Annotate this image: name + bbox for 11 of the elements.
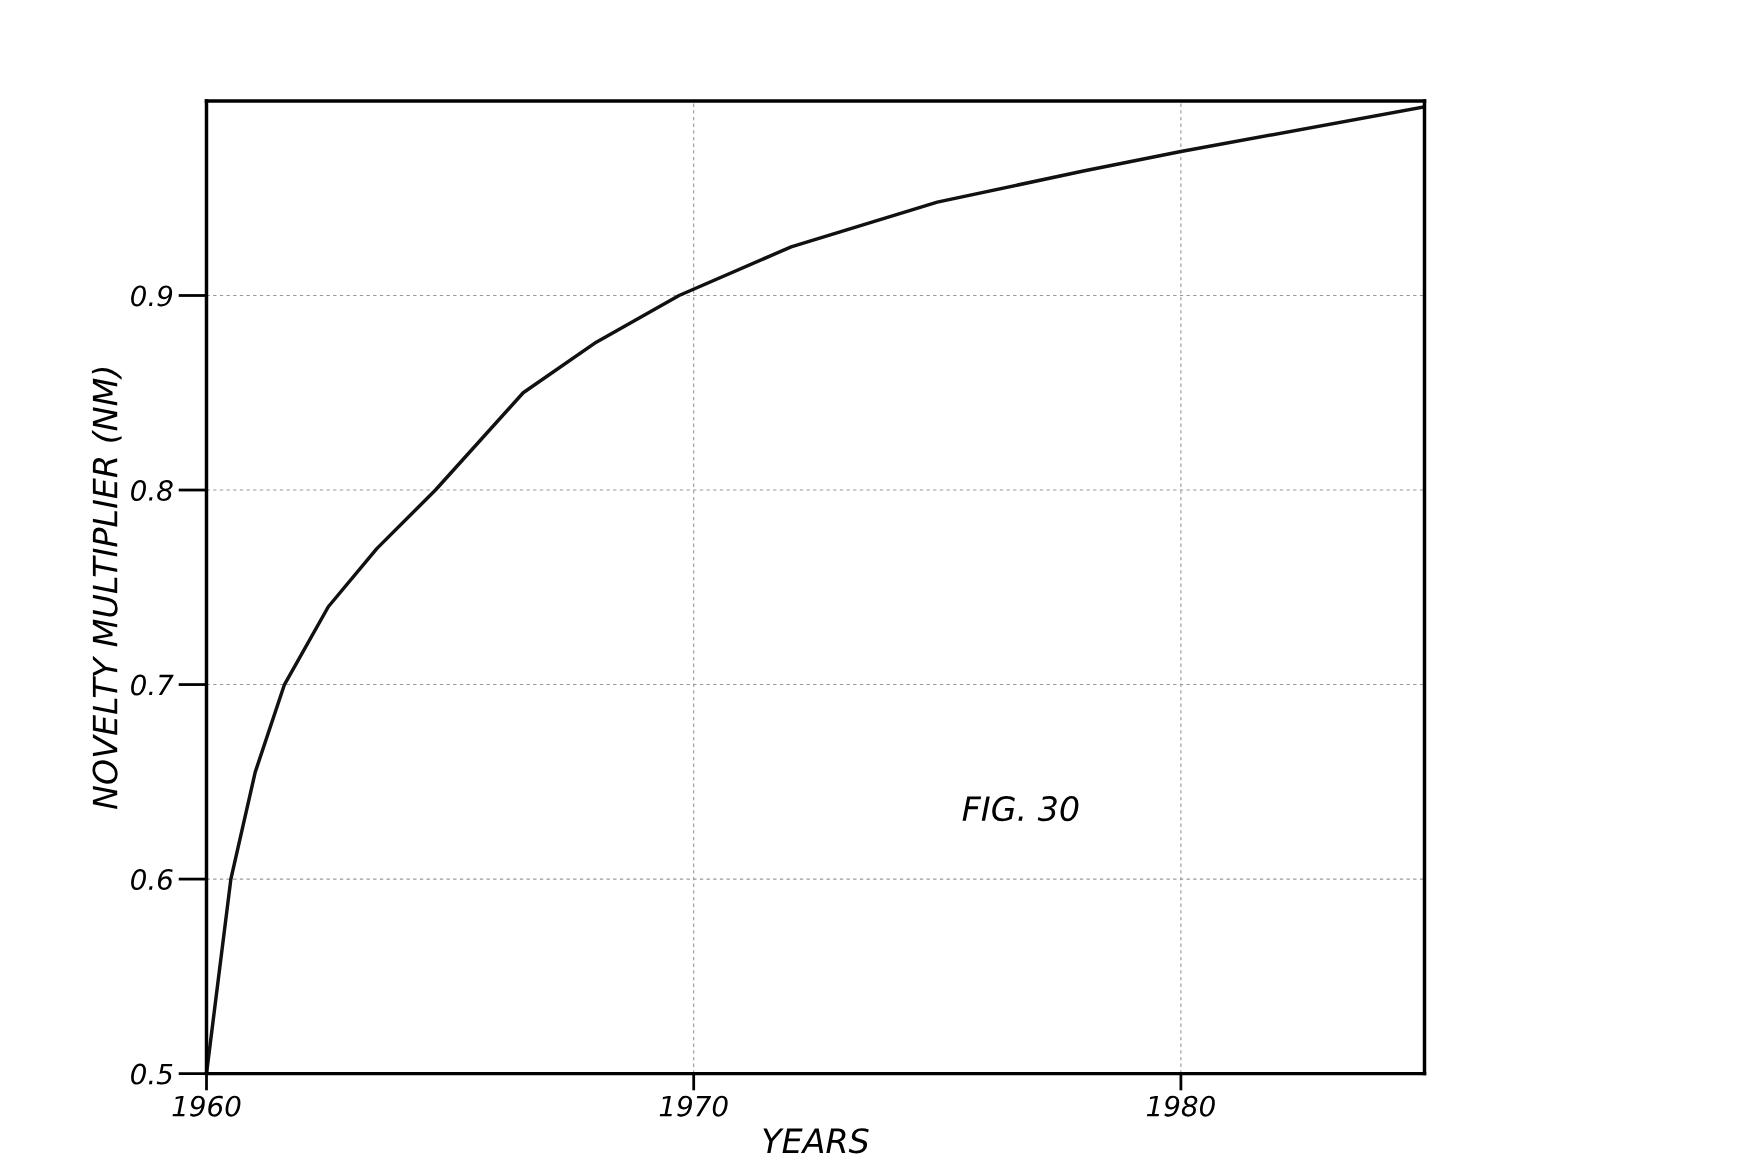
y-tick-label: 0.8: [131, 479, 173, 501]
x-tick-label: 1970: [659, 1095, 728, 1117]
x-tick-label: 1980: [1146, 1095, 1215, 1117]
x-tick-label: 1960: [172, 1095, 241, 1117]
y-axis-title: NOVELTY MULTIPLIER (NM): [91, 368, 122, 810]
annotation: FIG. 30: [962, 795, 1079, 822]
y-tick-label: 0.7: [131, 674, 174, 696]
y-tick-label: 0.9: [131, 285, 173, 307]
y-tick-label: 0.6: [131, 869, 173, 891]
x-axis-title: YEARS: [763, 1128, 869, 1154]
y-tick-label: 0.5: [131, 1063, 173, 1085]
